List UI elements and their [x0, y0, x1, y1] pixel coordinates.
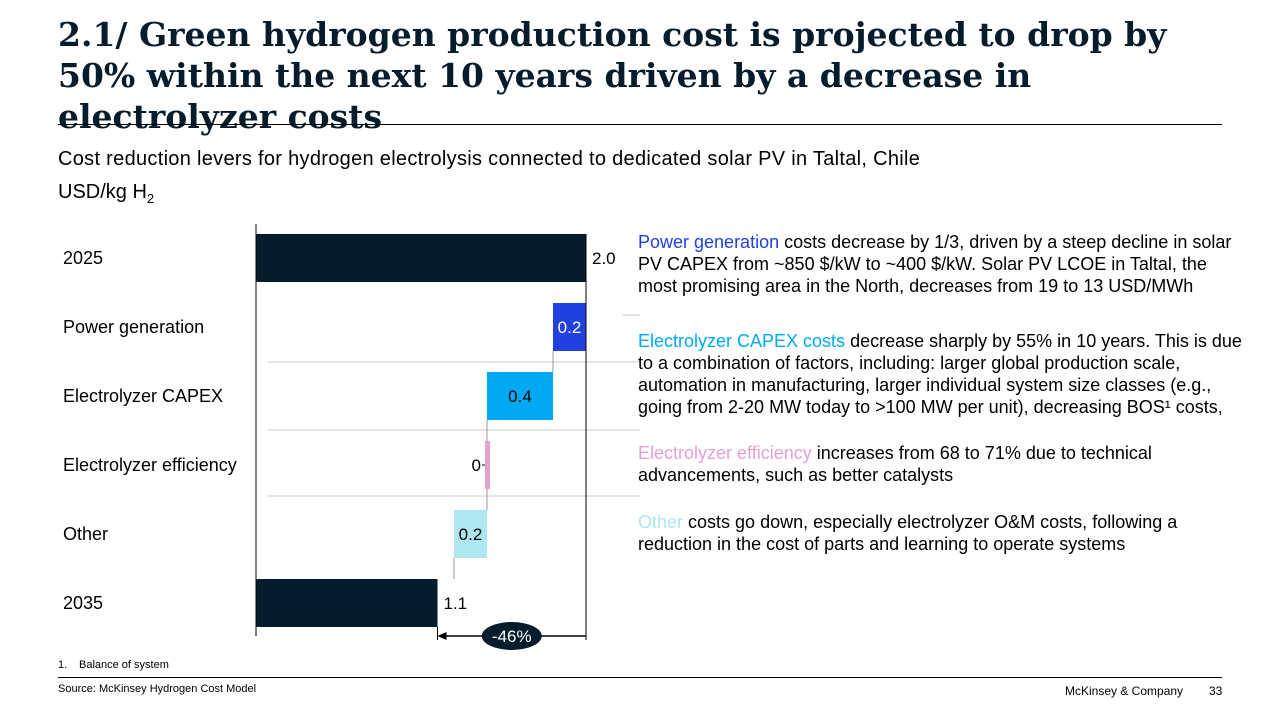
- data-label: 0: [472, 456, 481, 475]
- data-label: 0.2: [459, 525, 483, 544]
- page-number: 33: [1209, 684, 1223, 698]
- bar-electrolyzer-efficiency: [485, 441, 490, 489]
- change-label: -46%: [492, 627, 532, 646]
- footnote: 1. Balance of system: [58, 659, 169, 671]
- bar-other: [454, 510, 487, 558]
- category-label: Electrolyzer efficiency: [63, 455, 237, 475]
- category-label: 2035: [63, 593, 103, 613]
- category-label: 2025: [63, 248, 103, 268]
- page-title: 2.1/ Green hydrogen production cost is p…: [58, 15, 1167, 136]
- category-label: Other: [63, 524, 108, 544]
- data-label: 2.0: [592, 249, 616, 268]
- note-power-generation: Power generation costs decrease by 1/3, …: [638, 232, 1232, 296]
- waterfall-chart: 2025 2.0 Power generation 0.2 Electrolyzer C…: [63, 224, 640, 650]
- category-label: Power generation: [63, 317, 204, 337]
- note-other: Other costs go down, especially electrol…: [638, 512, 1178, 554]
- title-divider: [58, 124, 1222, 125]
- data-label: 0.4: [508, 387, 532, 406]
- footer-divider: [58, 677, 1222, 678]
- chart-unit: USD/kg H2: [58, 181, 155, 206]
- data-label: 1.1: [444, 594, 468, 613]
- note-highlight: Other: [638, 512, 684, 532]
- data-label: 0.2: [558, 318, 582, 337]
- note-electrolyzer-capex: Electrolyzer CAPEX costs decrease sharpl…: [638, 331, 1242, 417]
- bar-2035: [256, 579, 438, 627]
- note-highlight: Electrolyzer efficiency: [638, 443, 812, 463]
- bar-2025: [256, 234, 586, 282]
- source-note: Source: McKinsey Hydrogen Cost Model: [58, 683, 257, 695]
- note-electrolyzer-efficiency: Electrolyzer efficiency increases from 6…: [638, 443, 1152, 485]
- note-highlight: Electrolyzer CAPEX costs: [638, 331, 846, 351]
- change-arrowhead: [437, 632, 447, 640]
- change-badge: [481, 622, 542, 650]
- chart-subtitle: Cost reduction levers for hydrogen elect…: [58, 148, 921, 170]
- bar-power-generation: [553, 303, 586, 351]
- brand-name: McKinsey & Company: [1065, 684, 1184, 698]
- note-highlight: Power generation: [638, 232, 780, 252]
- category-label: Electrolyzer CAPEX: [63, 386, 223, 406]
- bar-electrolyzer-capex: [487, 372, 553, 420]
